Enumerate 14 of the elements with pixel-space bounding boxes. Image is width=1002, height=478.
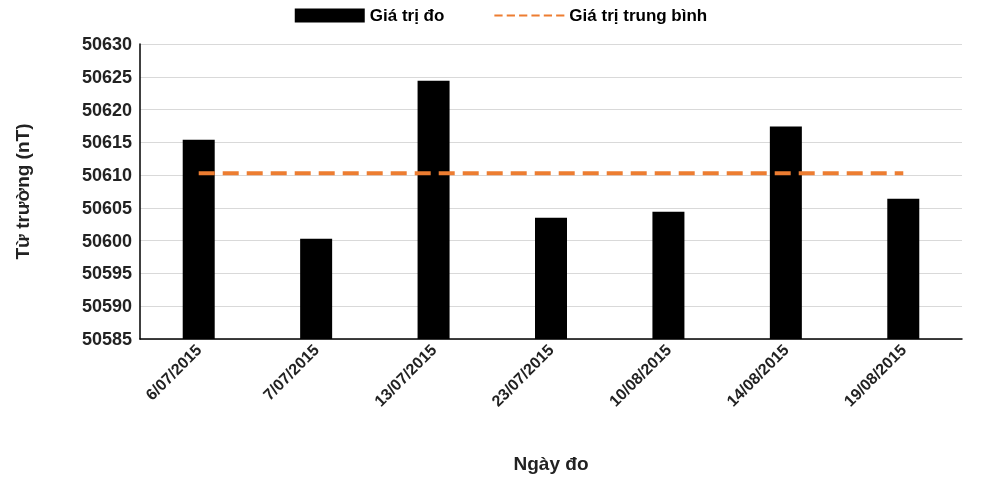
y-tick-label: 50585 <box>81 329 132 349</box>
y-tick-label: 50620 <box>81 99 132 120</box>
y-tick-label: 50595 <box>81 263 132 284</box>
y-axis-title: Từ trường (nT) <box>12 123 33 260</box>
x-axis-title: Ngày đo <box>513 453 589 474</box>
legend-label: Giá trị trung bình <box>569 6 708 25</box>
y-tick-label: 50625 <box>81 66 132 87</box>
y-tick-label: 50600 <box>81 230 132 251</box>
legend-label: Giá trị đo <box>369 6 445 25</box>
y-tick-label: 50610 <box>81 165 132 186</box>
y-tick-label: 50605 <box>81 197 132 218</box>
y-tick-label: 50630 <box>81 34 132 54</box>
y-tick-label: 50590 <box>81 296 132 317</box>
y-tick-label: 50615 <box>81 132 132 153</box>
